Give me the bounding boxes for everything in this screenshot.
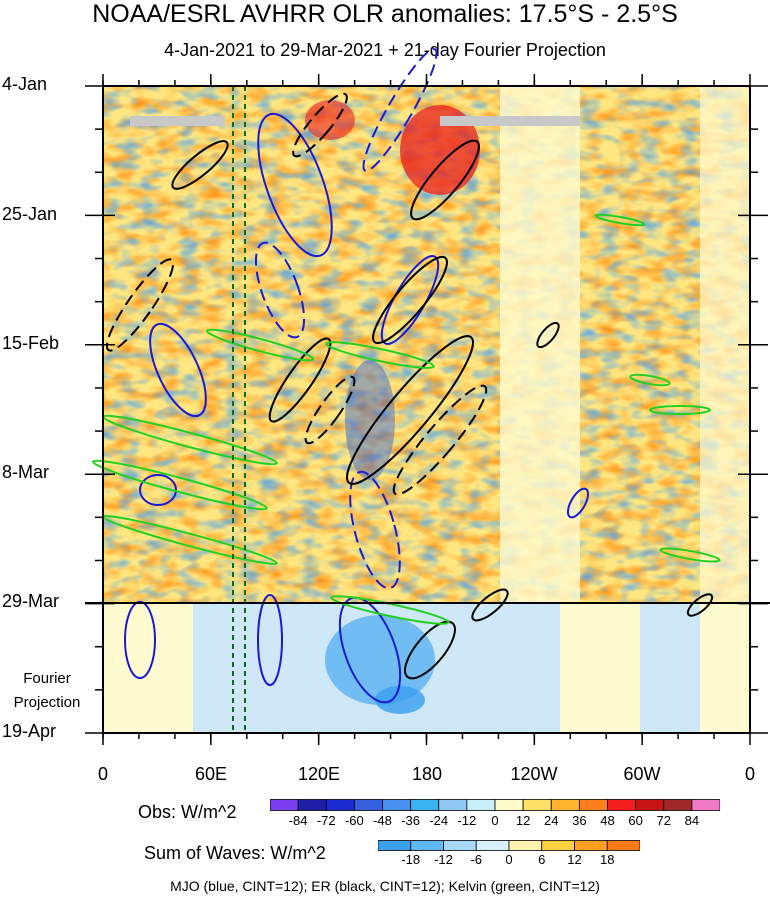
- projection-label-line: Fourier: [23, 670, 71, 687]
- y-tick-label: 4-Jan: [2, 74, 48, 94]
- colorbar-swatch: [410, 840, 444, 851]
- missing-data-bar: [440, 116, 580, 126]
- x-tick-label: 120W: [510, 764, 558, 784]
- colorbar-tick-label: 36: [572, 813, 587, 828]
- colorbar-tick-label: 0: [505, 852, 513, 867]
- colorbar-swatch: [578, 799, 608, 811]
- colorbar-tick-label: -12: [434, 852, 453, 867]
- chart-subtitle: 4-Jan-2021 to 29-Mar-2021 + 21-day Fouri…: [164, 40, 606, 60]
- colorbar-tick-label: 12: [515, 813, 531, 828]
- colorbar-swatch: [494, 799, 524, 811]
- y-tick-label: 29-Mar: [2, 591, 60, 611]
- colorbar-swatch: [522, 799, 552, 811]
- colorbar-tick-label: 18: [600, 852, 615, 867]
- x-tick-label: 180: [411, 764, 443, 784]
- colorbar-tick-label: -72: [316, 813, 336, 828]
- footnote: MJO (blue, CINT=12); ER (black, CINT=12)…: [170, 878, 600, 894]
- er-contours: [105, 92, 714, 680]
- waves-colorbar-label: Sum of Waves: W/m^2: [144, 843, 326, 863]
- x-tick-label: 0: [97, 764, 108, 784]
- projection-label: Fourier Projection: [4, 667, 90, 715]
- colorbar-tick-label: -24: [429, 813, 449, 828]
- y-tick-label: 15-Feb: [2, 333, 60, 353]
- colorbar-swatch: [382, 799, 412, 811]
- colorbar-tick-label: -48: [373, 813, 392, 828]
- colorbar-swatch: [297, 799, 327, 811]
- colorbar-swatch: [635, 799, 665, 811]
- colorbar-tick-label: 24: [544, 813, 559, 828]
- x-tick-label: 60E: [194, 764, 228, 784]
- waves-colorbar: [378, 840, 640, 851]
- colorbar-swatch: [475, 840, 510, 851]
- colorbar-swatch: [443, 840, 477, 851]
- colorbar-swatch: [574, 840, 608, 851]
- projection-label-line: Projection: [13, 694, 81, 711]
- colorbar-swatch: [541, 840, 575, 851]
- colorbar-tick-label: -84: [288, 813, 308, 828]
- colorbar-swatch: [438, 799, 468, 811]
- colorbar-swatch: [378, 840, 412, 851]
- colorbar-tick-label: 48: [600, 813, 615, 828]
- waves-colorbar-ticks: -18 -12 -6 0 6 12 18: [378, 852, 640, 868]
- obs-colorbar: [270, 799, 720, 811]
- colorbar-swatch: [691, 799, 720, 811]
- colorbar-swatch: [270, 799, 299, 811]
- colorbar-tick-label: 60: [628, 813, 643, 828]
- colorbar-swatch: [508, 840, 543, 851]
- y-tick-label: 8-Mar: [2, 462, 50, 482]
- colorbar-tick-label: -18: [401, 852, 421, 867]
- chart-title: NOAA/ESRL AVHRR OLR anomalies: 17.5°S - …: [92, 0, 678, 28]
- x-tick-label: 60W: [623, 764, 661, 784]
- colorbar-tick-label: -6: [470, 852, 483, 867]
- projection-field: [103, 603, 750, 733]
- colorbar-swatch: [606, 840, 640, 851]
- colorbar-tick-label: 12: [567, 852, 582, 867]
- obs-colorbar-ticks: -84 -72 -60 -48 -36 -24 -12 0 12 24 36 48 60 72 84: [270, 813, 720, 829]
- colorbar-tick-label: -36: [401, 813, 421, 828]
- colorbar-swatch: [550, 799, 580, 811]
- colorbar-swatch: [466, 799, 496, 811]
- colorbar-tick-label: 0: [491, 813, 499, 828]
- y-tick-label: 19-Apr: [2, 721, 57, 741]
- obs-colorbar-label: Obs: W/m^2: [138, 802, 237, 822]
- colorbar-swatch: [325, 799, 355, 811]
- axis-ticks: [85, 74, 768, 745]
- colorbar-swatch: [410, 799, 440, 811]
- colorbar-tick-label: -60: [344, 813, 364, 828]
- y-tick-label: 25-Jan: [2, 204, 58, 224]
- missing-data-bar: [130, 116, 225, 126]
- x-tick-label: 120E: [297, 764, 341, 784]
- colorbar-swatch: [607, 799, 637, 811]
- colorbar-swatch: [663, 799, 693, 811]
- colorbar-tick-label: -12: [457, 813, 477, 828]
- colorbar-tick-label: 84: [684, 813, 700, 828]
- colorbar-swatch: [353, 799, 383, 811]
- colorbar-tick-label: 6: [538, 852, 546, 867]
- x-tick-label: 0: [744, 764, 755, 784]
- colorbar-tick-label: 72: [656, 813, 671, 828]
- obs-anomaly-field: [103, 86, 750, 603]
